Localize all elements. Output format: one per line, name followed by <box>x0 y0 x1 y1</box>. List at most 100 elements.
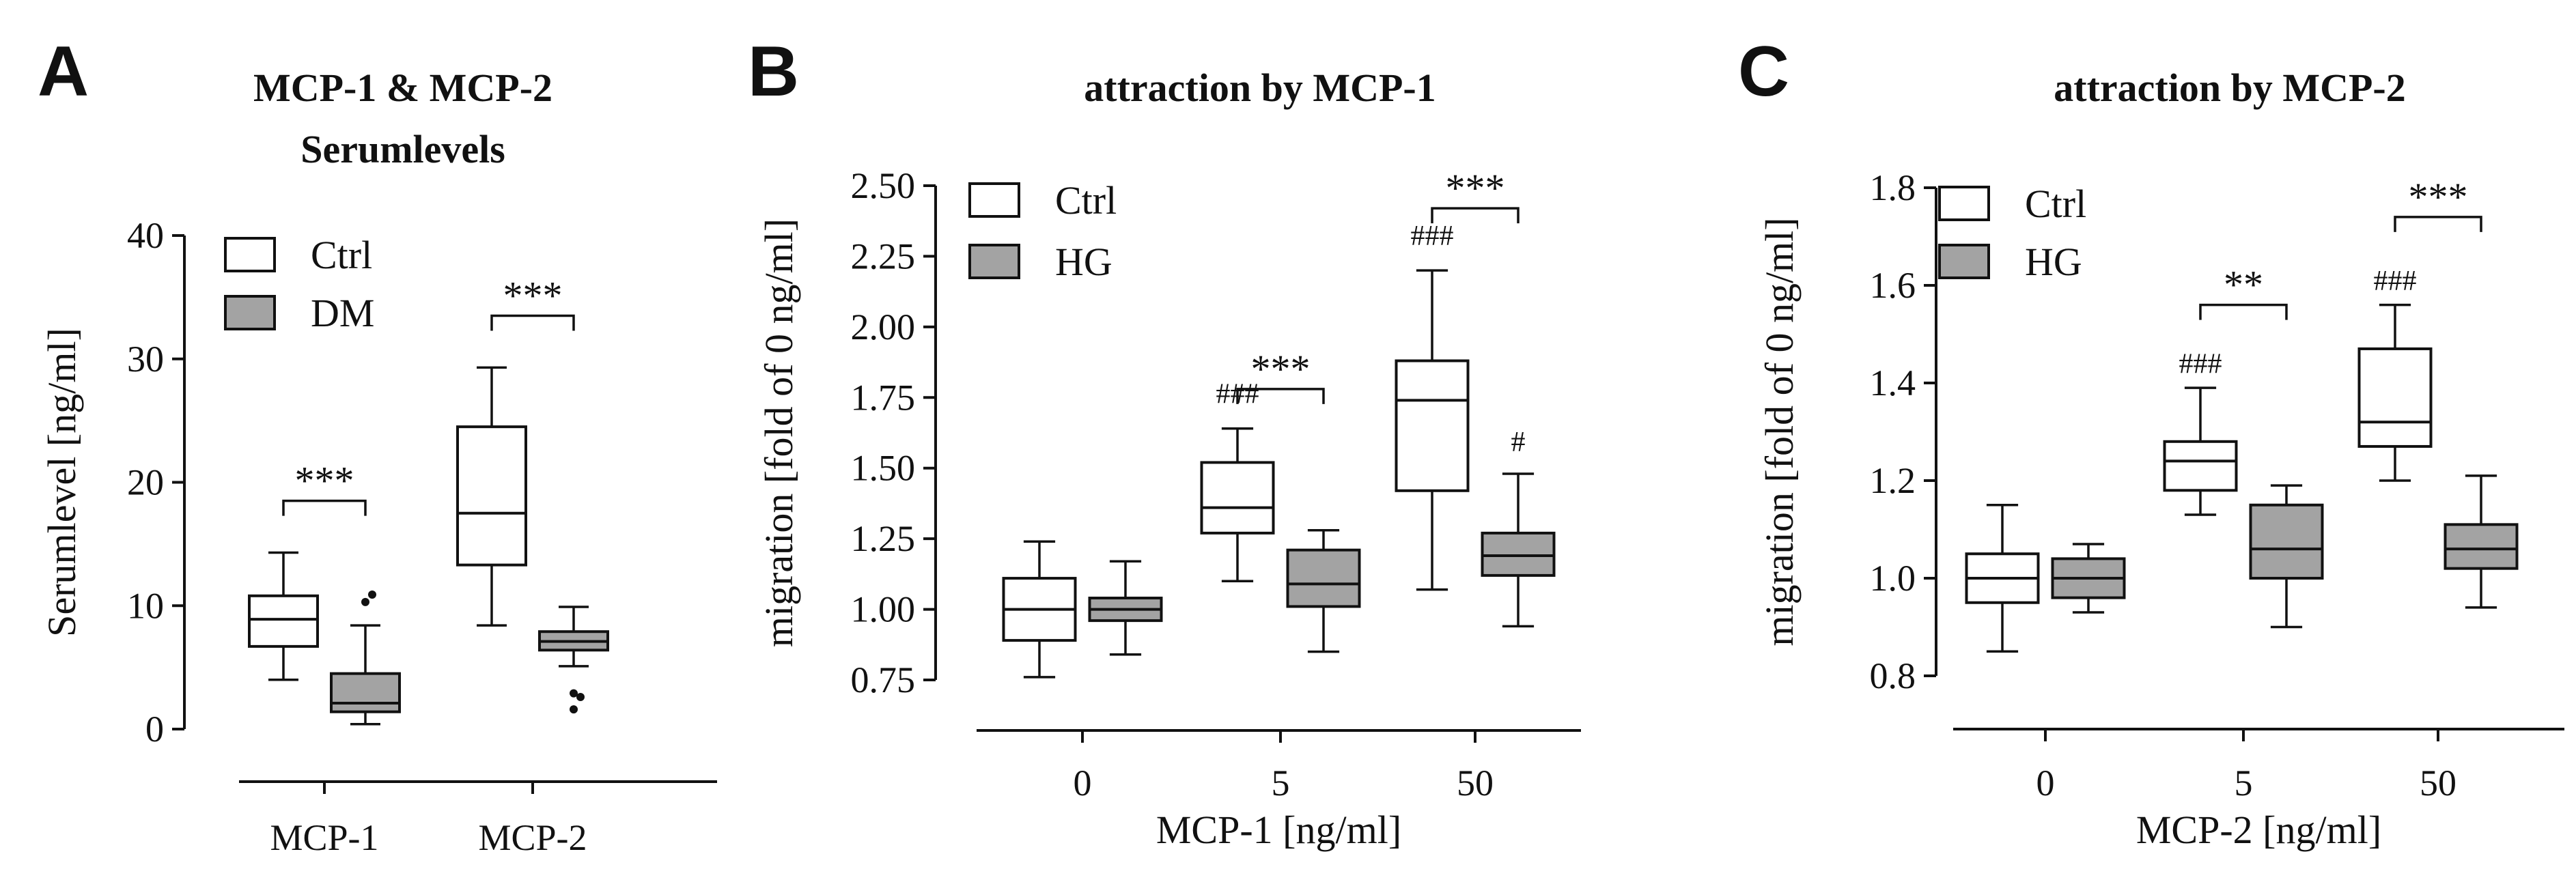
box-iqr <box>1395 359 1470 492</box>
panel-A: A MCP-1 & MCP-2 Serumlevels 0 10 20 30 40 Seruml… <box>38 32 717 858</box>
y-tick-label: 1.8 <box>1870 167 1916 208</box>
bracket-line <box>282 499 367 516</box>
box-iqr <box>248 594 319 648</box>
box-hg-50 <box>2444 474 2519 609</box>
box-dm-mcp-1 <box>330 590 401 726</box>
outlier-point <box>576 693 585 702</box>
box-ctrl-5 <box>1200 427 1275 582</box>
y-tick-label: 1.2 <box>1870 460 1916 501</box>
outlier-point <box>361 597 369 606</box>
significance-bracket: *** <box>490 273 575 331</box>
significance-bracket: *** <box>282 459 367 516</box>
bracket-line <box>1236 388 1325 404</box>
outlier-point <box>570 705 578 714</box>
y-tick-label: 0.75 <box>851 659 916 700</box>
y-tick-label: 2.50 <box>851 165 916 206</box>
box-iqr <box>2249 503 2324 580</box>
hash-label: ### <box>2179 349 2222 380</box>
y-axis-title: Serumlevel [ng/ml] <box>40 328 84 637</box>
legend-label: Ctrl <box>2025 182 2086 226</box>
legend-swatch-dm <box>224 295 276 330</box>
significance-label: *** <box>1446 166 1505 210</box>
box-ctrl-mcp-1 <box>248 551 319 681</box>
y-tick-label: 30 <box>127 339 164 380</box>
x-tick-label: MCP-2 <box>478 817 587 858</box>
y-tick-label: 2.25 <box>851 236 916 276</box>
x-tick-label: 0 <box>1074 763 1092 803</box>
y-tick-label: 1.25 <box>851 518 916 559</box>
x-tick-label: 50 <box>1457 763 1494 803</box>
chart-title: attraction by MCP-2 <box>2054 66 2405 110</box>
legend-label: DM <box>311 291 374 335</box>
bracket-line <box>2394 216 2482 232</box>
box-ctrl-mcp-2 <box>456 366 527 627</box>
outlier-point <box>570 689 578 698</box>
significance-bracket: *** <box>1236 347 1325 404</box>
box-hg-0 <box>2051 543 2126 614</box>
box-ctrl-50 <box>2357 303 2433 482</box>
y-tick-label: 40 <box>127 215 164 256</box>
box-dm-mcp-2 <box>538 606 609 714</box>
significance-label: ** <box>2224 263 2263 307</box>
legend-swatch-hg <box>968 244 1020 279</box>
box-hg-0 <box>1088 560 1163 656</box>
hash-label: ### <box>1411 220 1454 252</box>
panel-letter: C <box>1738 32 1789 111</box>
box-ctrl-5 <box>2163 386 2238 516</box>
significance-bracket: ** <box>2199 263 2288 320</box>
bracket-line <box>490 314 575 331</box>
bracket-line <box>2199 303 2288 320</box>
y-axis-title: migration [fold of 0 ng/ml] <box>757 218 801 647</box>
x-tick-label: 50 <box>2420 763 2456 803</box>
y-axis-title: migration [fold of 0 ng/ml] <box>1757 217 1802 646</box>
y-tick-label: 1.0 <box>1870 558 1916 599</box>
chart-title: MCP-1 & MCP-2 <box>253 66 552 110</box>
box-ctrl-0 <box>1965 504 2040 653</box>
significance-bracket: *** <box>1431 166 1520 224</box>
x-tick-label: MCP-1 <box>270 817 378 858</box>
box-hg-5 <box>2249 484 2324 629</box>
legend-swatch-ctrl <box>968 182 1020 218</box>
hash-label: ### <box>2374 266 2417 297</box>
significance-label: *** <box>1251 347 1311 391</box>
box-iqr <box>2163 440 2238 492</box>
panel-letter: B <box>748 32 799 111</box>
box-iqr <box>2357 347 2433 448</box>
legend-swatch-ctrl <box>1938 186 1990 221</box>
legend-swatch-hg <box>1938 244 1990 279</box>
box-iqr <box>330 672 401 713</box>
chart-subtitle: Serumlevels <box>300 127 505 171</box>
legend-label: HG <box>2025 240 2082 284</box>
y-tick-label: 1.6 <box>1870 265 1916 306</box>
box-hg-50 <box>1481 472 1556 628</box>
significance-label: *** <box>295 459 354 503</box>
x-tick-label: 5 <box>1272 763 1290 803</box>
box-iqr <box>1200 461 1275 535</box>
legend-label: HG <box>1055 240 1112 284</box>
box-iqr <box>1481 531 1556 577</box>
x-axis-title: MCP-2 [ng/ml] <box>2136 808 2381 852</box>
x-axis-title: MCP-1 [ng/ml] <box>1156 808 1401 852</box>
y-tick-label: 1.75 <box>851 377 916 418</box>
y-tick-label: 1.00 <box>851 589 916 630</box>
legend-label: Ctrl <box>311 233 372 277</box>
y-tick-label: 20 <box>127 462 164 503</box>
significance-bracket: *** <box>2394 175 2482 232</box>
hash-label: # <box>1511 427 1526 458</box>
y-tick-label: 10 <box>127 585 164 626</box>
y-tick-label: 0 <box>145 709 164 750</box>
significance-label: *** <box>503 273 563 317</box>
x-tick-label: 5 <box>2235 763 2253 803</box>
bracket-line <box>1431 207 1520 224</box>
hash-label: ### <box>1216 379 1259 410</box>
outlier-point <box>368 590 376 599</box>
x-tick-label: 0 <box>2036 763 2055 803</box>
y-tick-label: 1.4 <box>1870 362 1916 403</box>
box-iqr <box>2444 523 2519 570</box>
box-hg-5 <box>1286 528 1361 653</box>
y-tick-label: 1.50 <box>851 448 916 489</box>
box-ctrl-0 <box>1002 540 1077 679</box>
